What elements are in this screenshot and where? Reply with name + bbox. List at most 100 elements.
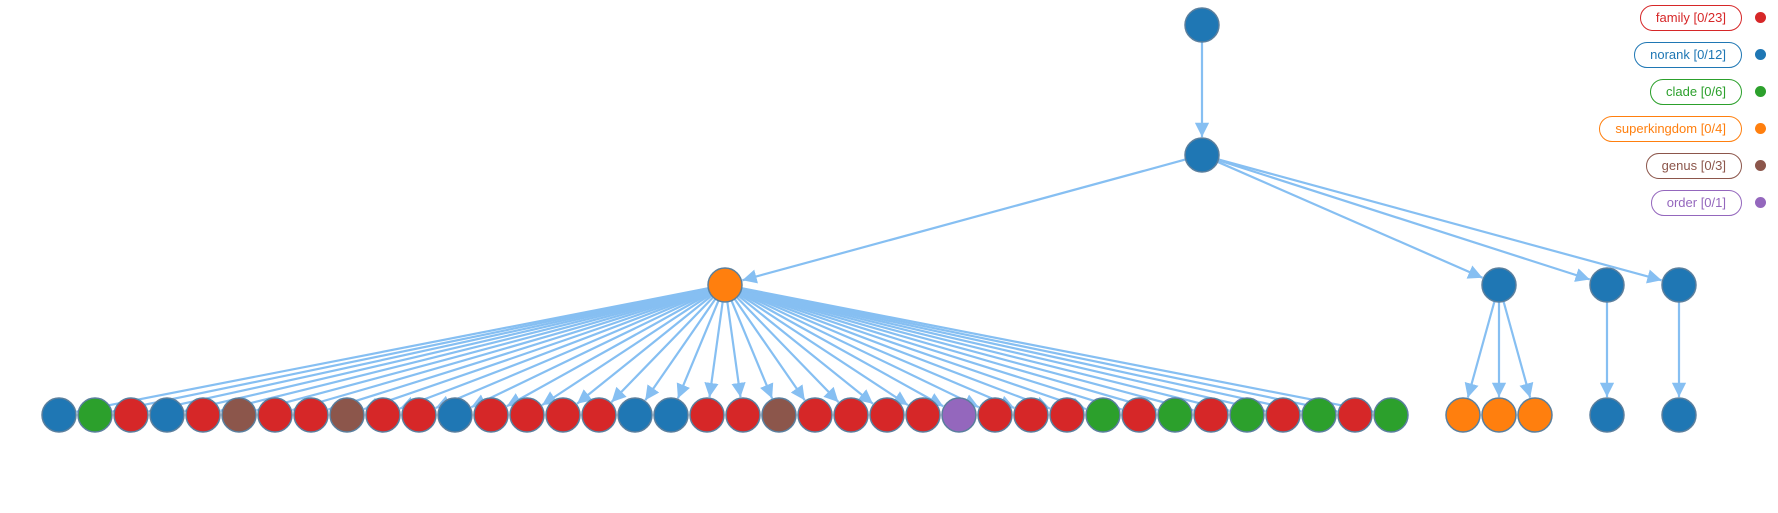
tree-edge: [741, 288, 1230, 415]
legend-item-order[interactable]: order [0/1]: [1570, 190, 1770, 216]
tree-edge: [541, 293, 712, 407]
legend-item-genus[interactable]: genus [0/3]: [1570, 153, 1770, 179]
tree-edge: [76, 287, 709, 416]
tree-node-norank[interactable]: [1481, 267, 1517, 303]
tree-edge: [733, 298, 806, 401]
tree-edge: [399, 290, 710, 411]
tree-node-family[interactable]: [473, 397, 509, 433]
tree-node-norank[interactable]: [617, 397, 653, 433]
tree-node-clade[interactable]: [1373, 397, 1409, 433]
tree-edge: [220, 288, 709, 415]
legend-label[interactable]: order [0/1]: [1650, 190, 1742, 216]
tree-edge: [740, 289, 1087, 412]
tree-node-family[interactable]: [977, 397, 1013, 433]
tree-node-family[interactable]: [689, 397, 725, 433]
tree-node-family[interactable]: [1265, 397, 1301, 433]
tree-edge: [1464, 301, 1496, 398]
tree-node-family[interactable]: [257, 397, 293, 433]
tree-edge: [738, 293, 909, 407]
tree-edge: [741, 288, 1159, 413]
tree-edge: [740, 290, 1015, 409]
tree-node-clade[interactable]: [1157, 397, 1193, 433]
tree-node-family[interactable]: [1337, 397, 1373, 433]
legend-item-norank[interactable]: norank [0/12]: [1570, 42, 1770, 68]
tree-edge: [726, 301, 746, 398]
legend-label[interactable]: genus [0/3]: [1645, 153, 1742, 179]
tree-node-genus[interactable]: [329, 397, 365, 433]
legend-swatch: [1755, 49, 1766, 60]
legend-item-superkingdom[interactable]: superkingdom [0/4]: [1570, 116, 1770, 142]
tree-edge: [741, 287, 1374, 416]
tree-edge: [148, 287, 709, 416]
tree-node-family[interactable]: [797, 397, 833, 433]
legend-label[interactable]: superkingdom [0/4]: [1599, 116, 1742, 142]
tree-node-clade[interactable]: [1301, 397, 1337, 433]
legend-label[interactable]: family [0/23]: [1639, 5, 1742, 31]
tree-node-family[interactable]: [581, 397, 617, 433]
tree-node-order[interactable]: [941, 397, 977, 433]
tree-edge: [1217, 160, 1483, 279]
legend-item-clade[interactable]: clade [0/6]: [1570, 79, 1770, 105]
tree-node-family[interactable]: [905, 397, 941, 433]
tree-node-superkingdom[interactable]: [707, 267, 743, 303]
tree-edge: [112, 287, 709, 416]
tree-edge: [740, 290, 1051, 411]
tree-node-norank[interactable]: [653, 397, 689, 433]
tree-node-norank[interactable]: [149, 397, 185, 433]
tree-edge: [741, 288, 1194, 414]
tree-nodes: [41, 7, 1697, 433]
legend-label[interactable]: norank [0/12]: [1634, 42, 1742, 68]
legend-swatch: [1755, 123, 1766, 134]
tree-edge: [576, 294, 713, 405]
tree-node-family[interactable]: [725, 397, 761, 433]
tree-node-family[interactable]: [1121, 397, 1157, 433]
legend-swatch: [1755, 197, 1766, 208]
tree-node-family[interactable]: [401, 397, 437, 433]
tree-node-family[interactable]: [185, 397, 221, 433]
tree-node-family[interactable]: [293, 397, 329, 433]
tree-edge: [736, 296, 840, 403]
tree-node-norank[interactable]: [1589, 397, 1625, 433]
tree-node-genus[interactable]: [761, 397, 797, 433]
tree-node-superkingdom[interactable]: [1481, 397, 1517, 433]
tree-node-norank[interactable]: [1661, 397, 1697, 433]
tree-edge: [644, 298, 717, 401]
tree-node-clade[interactable]: [77, 397, 113, 433]
tree-node-clade[interactable]: [1085, 397, 1121, 433]
tree-edge: [184, 287, 709, 415]
legend-swatch: [1755, 160, 1766, 171]
tree-node-norank[interactable]: [1661, 267, 1697, 303]
tree-node-family[interactable]: [113, 397, 149, 433]
legend-label[interactable]: clade [0/6]: [1650, 79, 1742, 105]
tree-edge: [1217, 159, 1591, 282]
tree-node-superkingdom[interactable]: [1445, 397, 1481, 433]
tree-edge: [363, 289, 710, 412]
tree-edge: [741, 287, 1266, 415]
tree-node-superkingdom[interactable]: [1517, 397, 1553, 433]
tree-node-family[interactable]: [1013, 397, 1049, 433]
legend-item-family[interactable]: family [0/23]: [1570, 5, 1770, 31]
tree-node-norank[interactable]: [1184, 7, 1220, 43]
legend-swatch: [1755, 86, 1766, 97]
tree-node-family[interactable]: [545, 397, 581, 433]
tree-node-family[interactable]: [869, 397, 905, 433]
tree-node-family[interactable]: [365, 397, 401, 433]
tree-edge: [1218, 158, 1662, 284]
tree-node-family[interactable]: [1193, 397, 1229, 433]
tree-edge: [741, 287, 1338, 416]
tree-node-norank[interactable]: [1589, 267, 1625, 303]
tree-node-norank[interactable]: [1184, 137, 1220, 173]
tree-edge: [730, 300, 774, 399]
tree-node-norank[interactable]: [437, 397, 473, 433]
tree-node-genus[interactable]: [221, 397, 257, 433]
tree-edge: [256, 288, 709, 414]
tree-edge: [1502, 301, 1534, 398]
tree-node-norank[interactable]: [41, 397, 77, 433]
tree-node-family[interactable]: [1049, 397, 1085, 433]
tree-edge: [327, 289, 710, 413]
tree-node-family[interactable]: [833, 397, 869, 433]
tree-node-family[interactable]: [509, 397, 545, 433]
tree-node-clade[interactable]: [1229, 397, 1265, 433]
tree-edge: [739, 292, 944, 408]
